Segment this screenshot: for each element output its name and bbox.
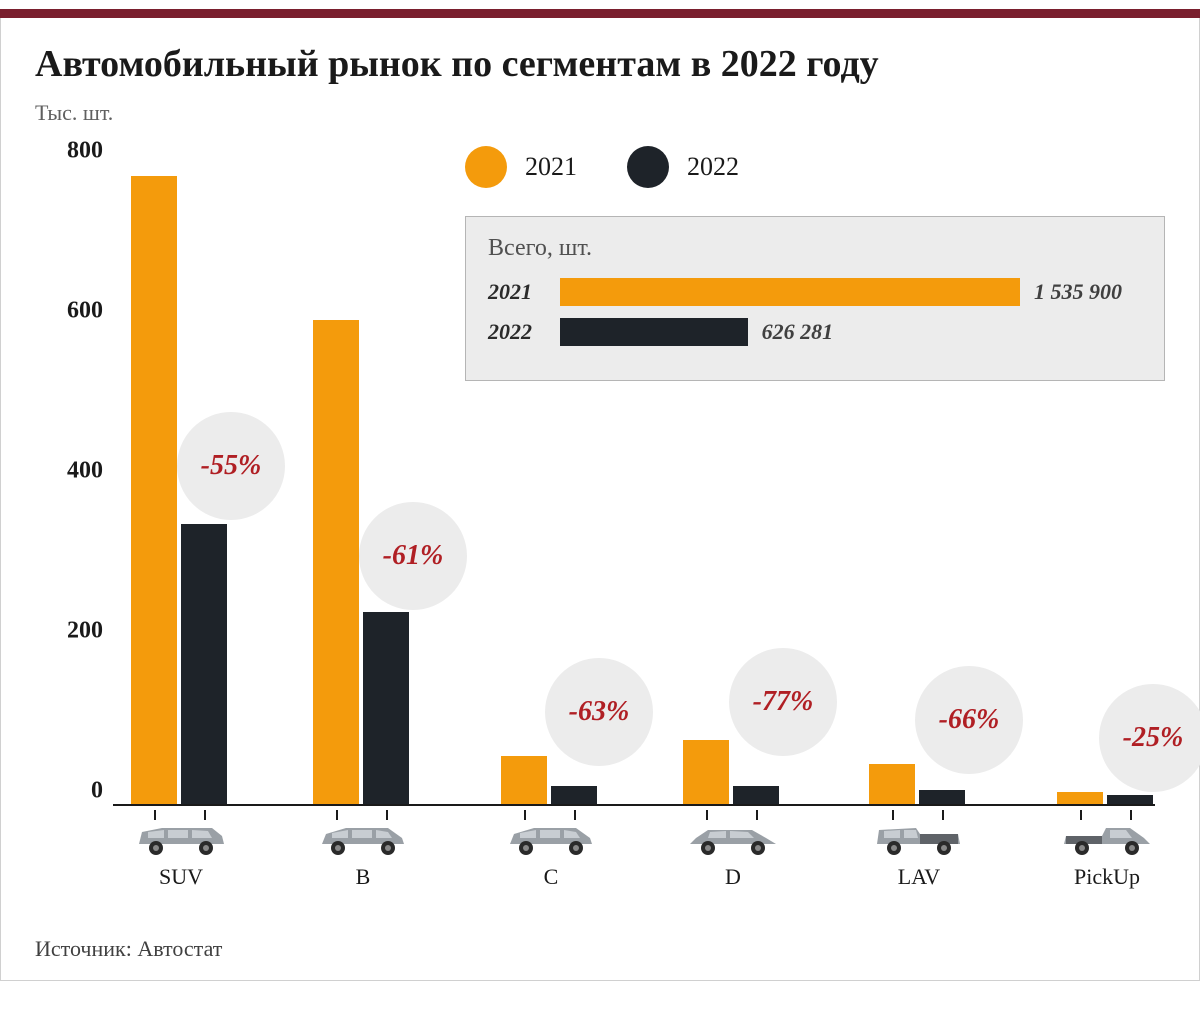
bar-2021 <box>131 176 177 804</box>
y-tick-label: 200 <box>43 618 103 645</box>
car-icon <box>872 818 967 860</box>
bar-2021 <box>869 764 915 804</box>
x-axis: SUV B C D <box>113 810 1155 930</box>
bar-2021 <box>1057 792 1103 804</box>
y-axis: 0200400600800 <box>35 166 103 806</box>
chart-subtitle: Тыс. шт. <box>35 100 1165 126</box>
car-icon <box>316 818 411 860</box>
top-border-inner <box>0 4 1200 9</box>
pct-badge: -61% <box>359 502 467 610</box>
pct-badge: -25% <box>1099 684 1200 792</box>
category-label: B <box>283 864 443 890</box>
pct-badge: -77% <box>729 648 837 756</box>
category-label: SUV <box>101 864 261 890</box>
car-icon <box>686 818 781 860</box>
category-label: D <box>653 864 813 890</box>
x-label-d: D <box>653 810 813 890</box>
y-tick-label: 600 <box>43 298 103 325</box>
chart-title: Автомобильный рынок по сегментам в 2022 … <box>35 42 1165 86</box>
car-icon <box>504 818 599 860</box>
source-label: Источник: Автостат <box>35 936 1165 962</box>
x-label-suv: SUV <box>101 810 261 890</box>
x-label-lav: LAV <box>839 810 999 890</box>
category-label: LAV <box>839 864 999 890</box>
bar-2022 <box>1107 795 1153 804</box>
car-icon <box>134 818 229 860</box>
car-icon <box>1060 818 1155 860</box>
category-label: C <box>471 864 631 890</box>
bar-2022 <box>181 524 227 804</box>
bar-2022 <box>363 612 409 804</box>
pct-badge: -55% <box>177 412 285 520</box>
bar-2021 <box>501 756 547 804</box>
x-label-pickup: PickUp <box>1027 810 1187 890</box>
y-tick-label: 0 <box>43 778 103 805</box>
plot: -55%-61%-63%-77%-66%-25% <box>113 166 1155 806</box>
plot-wrapper: 0200400600800 -55%-61%-63%-77%-66%-25% S… <box>35 166 1165 846</box>
y-tick-label: 400 <box>43 458 103 485</box>
y-tick-label: 800 <box>43 138 103 165</box>
top-border-bar <box>0 4 1200 18</box>
category-label: PickUp <box>1027 864 1187 890</box>
x-label-b: B <box>283 810 443 890</box>
bar-2021 <box>313 320 359 804</box>
pct-badge: -63% <box>545 658 653 766</box>
pct-badge: -66% <box>915 666 1023 774</box>
x-label-c: C <box>471 810 631 890</box>
bar-group-pickup <box>1057 792 1153 804</box>
chart-container: Автомобильный рынок по сегментам в 2022 … <box>0 18 1200 981</box>
chart-area: 20212022 Всего, шт. 20211 535 9002022626… <box>35 146 1165 936</box>
bar-2022 <box>919 790 965 804</box>
bar-2021 <box>683 740 729 804</box>
bar-2022 <box>733 786 779 804</box>
bar-2022 <box>551 786 597 804</box>
